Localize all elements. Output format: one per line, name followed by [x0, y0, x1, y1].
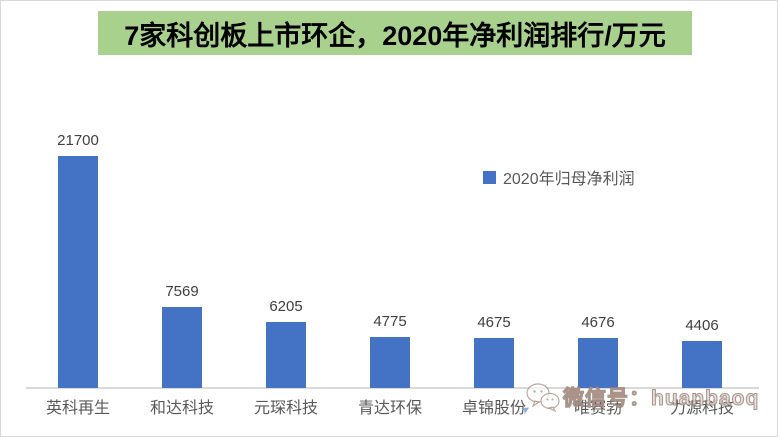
category-label: 力源科技: [669, 400, 734, 417]
value-label: 4676: [581, 314, 615, 331]
bar-和达科技: [162, 307, 202, 388]
value-label: 4406: [685, 317, 719, 334]
value-label: 4675: [477, 314, 511, 331]
legend-marker-icon: [483, 170, 496, 184]
chart-title: 7家科创板上市环企，2020年净利润排行/万元: [98, 11, 692, 55]
bar-卓锦股份: [474, 338, 514, 388]
value-label: 21700: [57, 132, 99, 149]
legend-label: 2020年归母净利润: [503, 171, 635, 188]
value-label: 4775: [373, 313, 407, 330]
bar-青达环保: [370, 337, 410, 388]
category-label: 唯赛勃: [573, 400, 622, 417]
category-label: 青达环保: [357, 400, 422, 417]
bar-英科再生: [58, 156, 98, 388]
bar-元琛科技: [266, 322, 306, 388]
bar-力源科技: [682, 341, 722, 388]
value-label: 7569: [165, 283, 199, 300]
category-label: 英科再生: [45, 400, 110, 417]
bar-唯赛勃: [578, 338, 618, 388]
x-axis-line: [26, 387, 759, 389]
legend: 2020年归母净利润: [483, 165, 635, 189]
category-label: 元琛科技: [253, 400, 318, 417]
category-label: 和达科技: [149, 400, 214, 417]
value-label: 6205: [269, 298, 303, 315]
category-label: 卓锦股份: [461, 400, 526, 417]
